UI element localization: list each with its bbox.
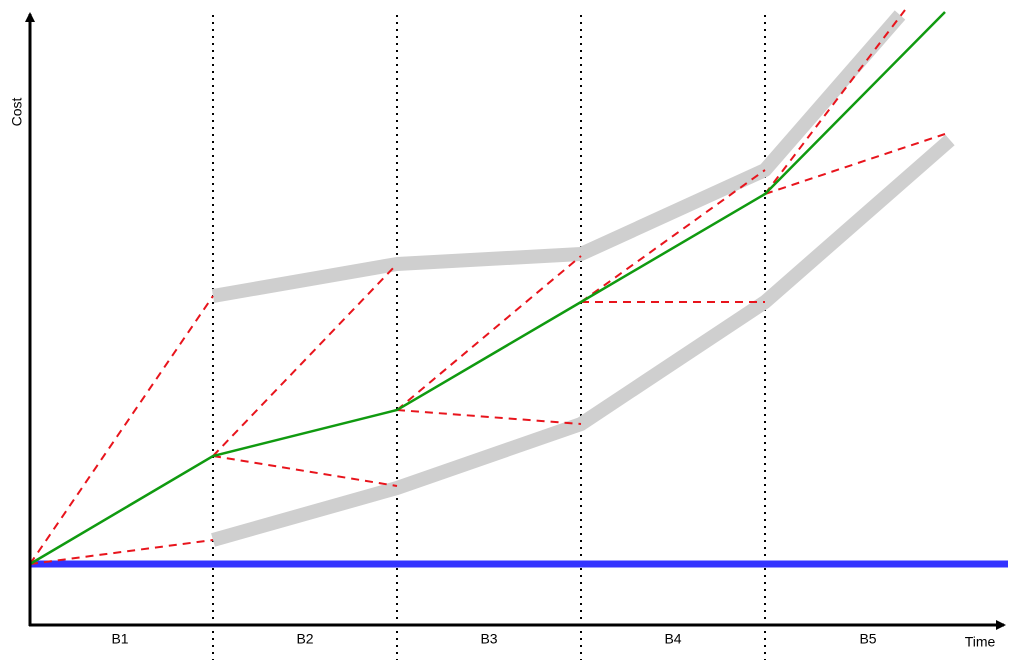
branch bbox=[764, 133, 946, 195]
segment-label: B5 bbox=[859, 631, 876, 647]
actual-path bbox=[29, 11, 946, 566]
segment-label: B1 bbox=[111, 631, 128, 647]
branch bbox=[396, 255, 582, 411]
upper-bound bbox=[211, 10, 906, 303]
y-axis-label: Cost bbox=[9, 98, 25, 127]
branch bbox=[212, 455, 398, 487]
branch bbox=[29, 539, 214, 565]
segment-label: B3 bbox=[480, 631, 497, 647]
dividers bbox=[212, 15, 766, 660]
branch bbox=[212, 263, 398, 457]
segment-label: B4 bbox=[664, 631, 681, 647]
segment-label: B2 bbox=[296, 631, 313, 647]
branch bbox=[396, 409, 582, 425]
branch bbox=[29, 295, 214, 565]
x-axis-label: Time bbox=[965, 634, 996, 650]
branch bbox=[580, 169, 766, 303]
branches bbox=[29, 9, 946, 565]
branch bbox=[764, 9, 906, 195]
